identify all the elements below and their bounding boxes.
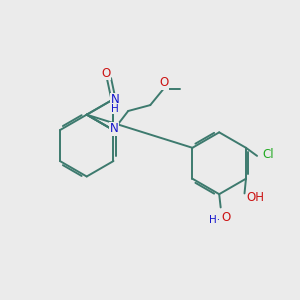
Text: Cl: Cl xyxy=(262,148,274,161)
Text: O: O xyxy=(159,76,168,89)
Text: H: H xyxy=(111,103,119,114)
Text: N: N xyxy=(110,122,118,135)
Text: O: O xyxy=(221,211,230,224)
Text: N: N xyxy=(111,93,119,106)
Text: O: O xyxy=(101,67,110,80)
Text: H·: H· xyxy=(209,215,220,225)
Text: OH: OH xyxy=(246,191,264,204)
